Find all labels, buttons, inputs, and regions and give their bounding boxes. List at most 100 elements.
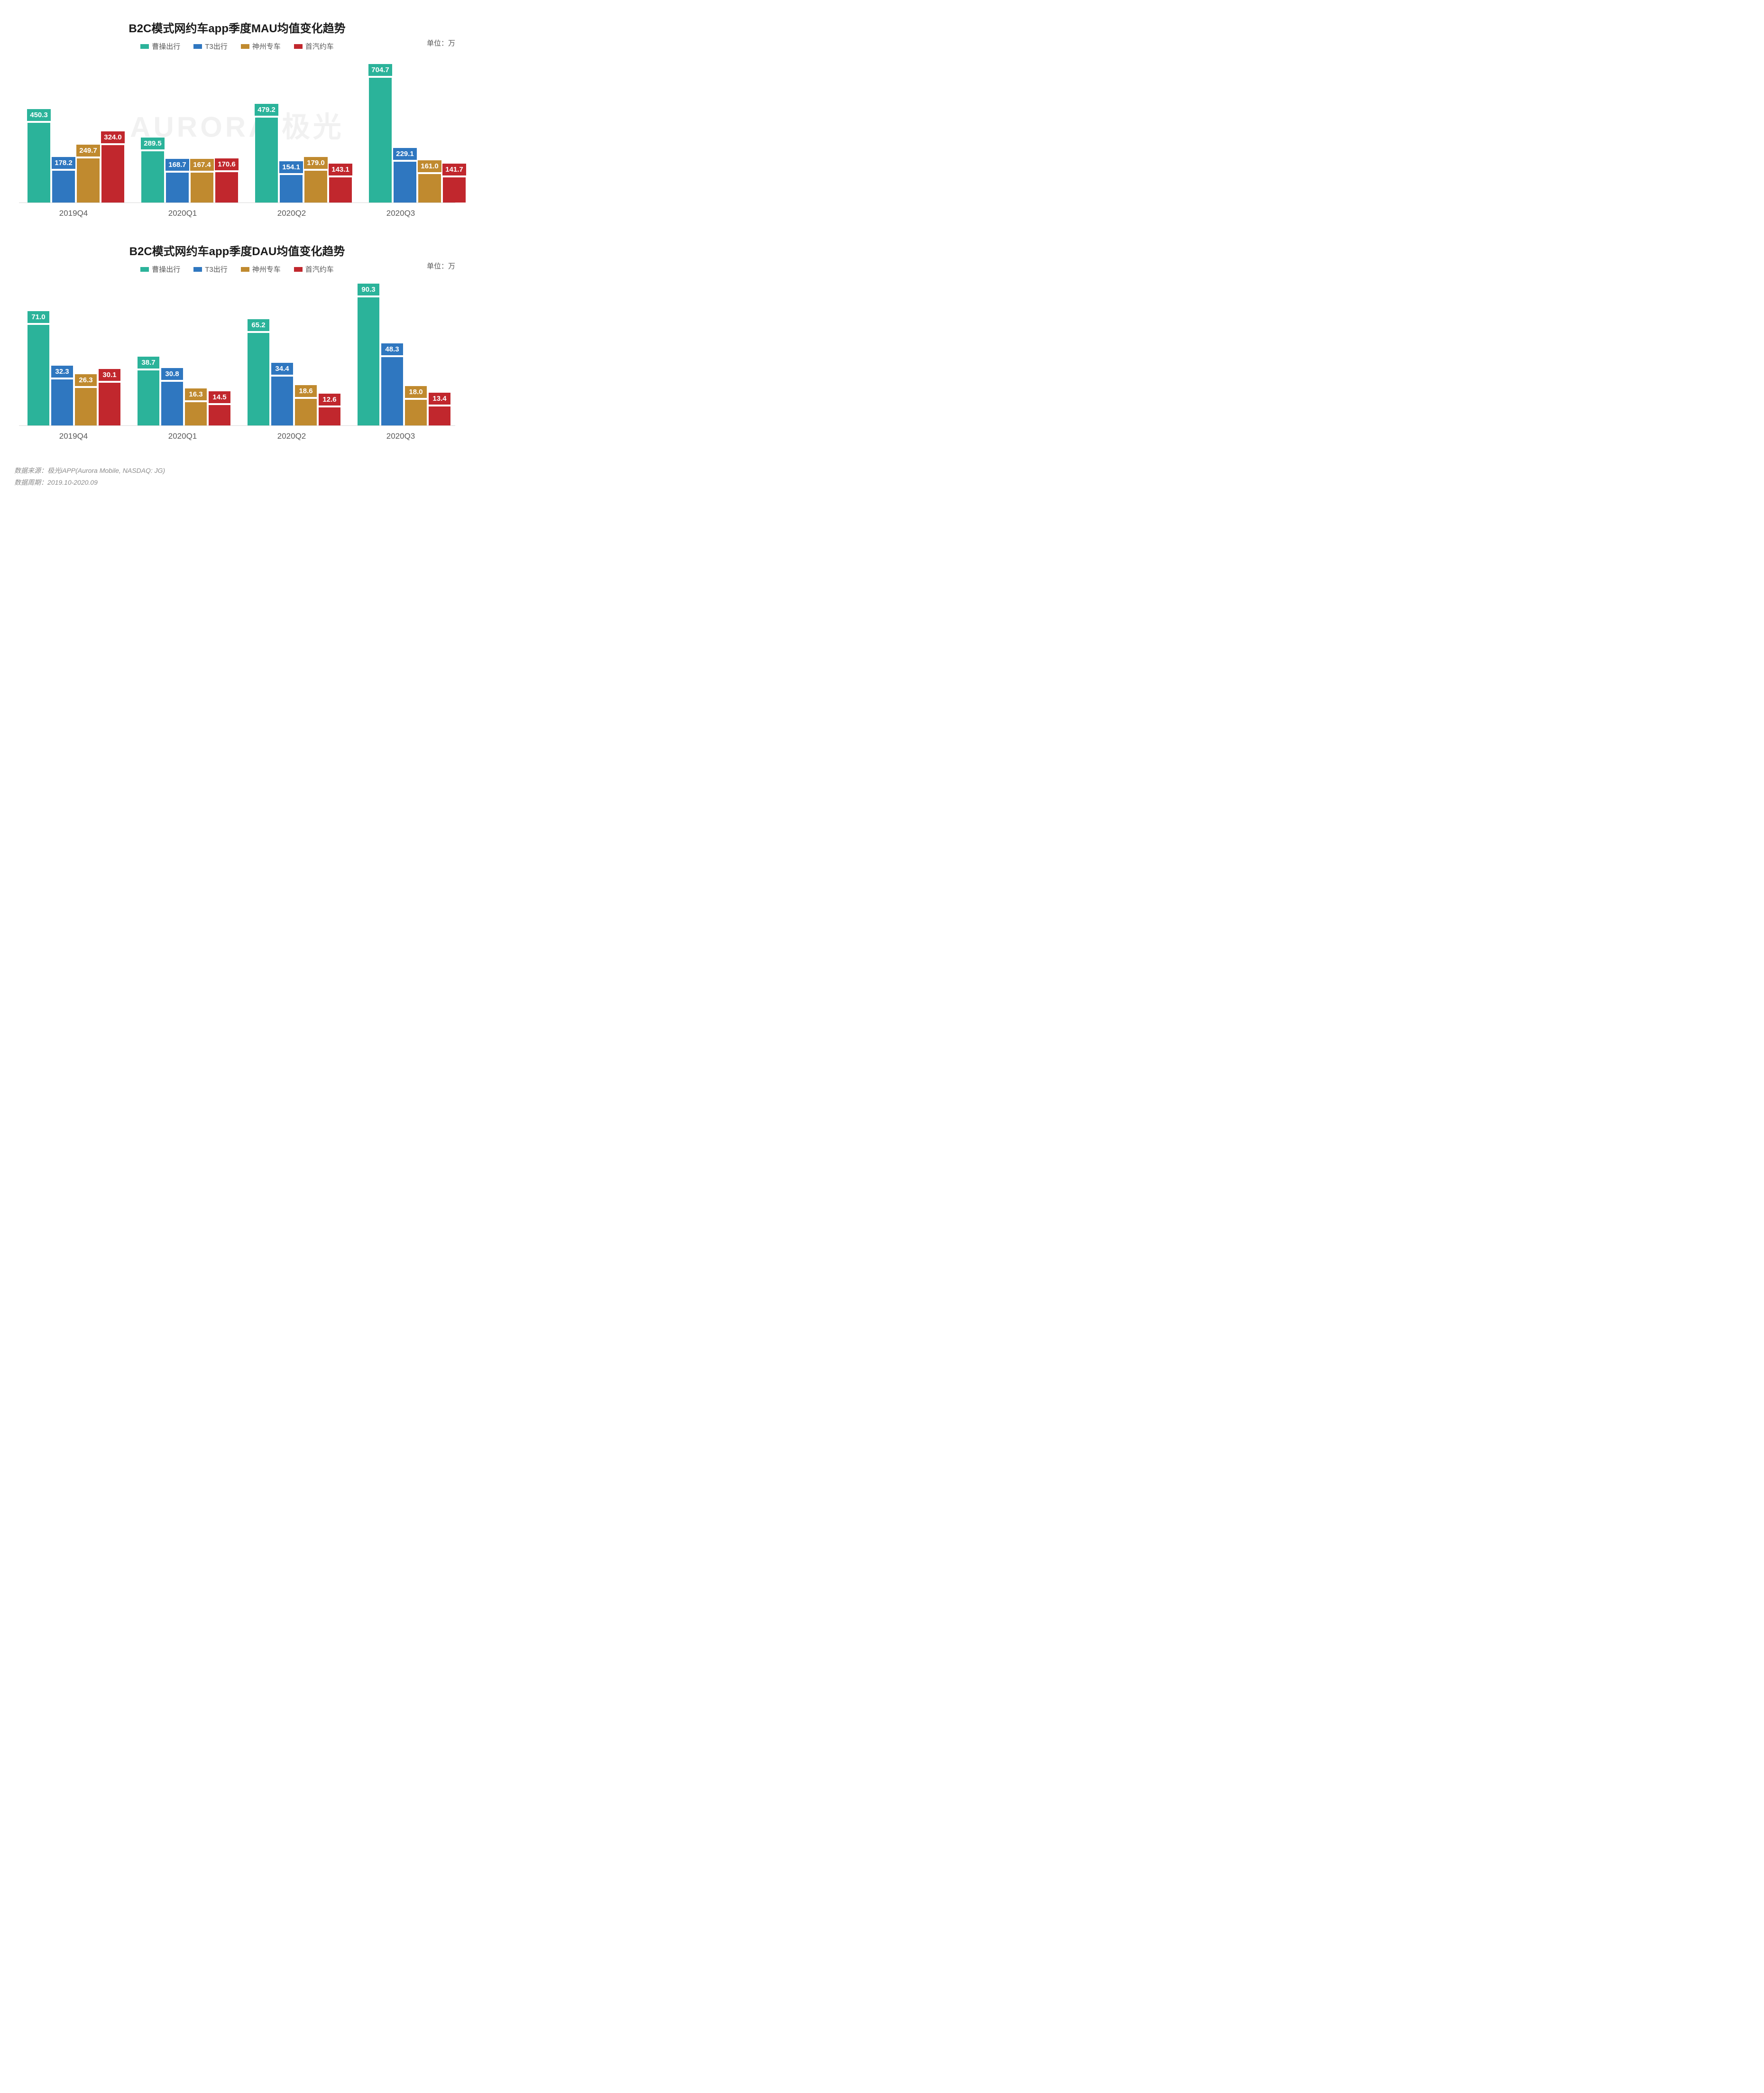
bar-group: 71.032.326.330.1 <box>19 284 129 425</box>
bar-value-label: 324.0 <box>101 131 125 143</box>
chart-mau: B2C模式网约车app季度MAU均值变化趋势单位：万 曹操出行 T3出行 神州专车 首汽… <box>14 19 460 218</box>
x-tick: 2019Q4 <box>19 209 128 218</box>
bar-rect <box>191 173 213 203</box>
bar-value-label: 704.7 <box>368 64 392 76</box>
bar-value-label: 178.2 <box>52 157 75 169</box>
legend-swatch <box>294 267 303 272</box>
bar-rect <box>418 174 441 203</box>
legend-swatch <box>140 44 149 49</box>
bar-value-label: 30.8 <box>161 368 183 380</box>
bar-group: 479.2154.1179.0143.1 <box>247 61 360 203</box>
bar-shenzhou: 161.0 <box>418 61 441 203</box>
legend-item-shouqi: 首汽约车 <box>294 41 334 51</box>
bar-value-label: 479.2 <box>255 104 278 116</box>
bar-rect <box>51 379 73 425</box>
bar-value-label: 65.2 <box>248 319 269 331</box>
bar-value-label: 141.7 <box>442 164 466 175</box>
x-axis: 2019Q42020Q12020Q22020Q3 <box>19 432 455 441</box>
bar-value-label: 13.4 <box>429 393 450 405</box>
bar-t3: 168.7 <box>166 61 189 203</box>
bar-value-label: 168.7 <box>165 159 189 171</box>
bar-rect <box>429 406 450 425</box>
bar-value-label: 90.3 <box>358 284 379 295</box>
bar-rect <box>52 171 75 203</box>
bar-shenzhou: 167.4 <box>191 61 213 203</box>
bar-rect <box>161 382 183 425</box>
legend-item-shenzhou: 神州专车 <box>241 264 281 274</box>
bar-value-label: 143.1 <box>329 164 352 175</box>
bar-rect <box>209 405 230 425</box>
bar-rect <box>394 162 416 203</box>
bar-t3: 34.4 <box>271 284 293 425</box>
period-label: 数据周期： <box>14 479 47 486</box>
x-tick: 2020Q1 <box>128 432 237 441</box>
bar-shouqi: 13.4 <box>429 284 450 425</box>
bar-t3: 154.1 <box>280 61 303 203</box>
x-axis: 2019Q42020Q12020Q22020Q3 <box>19 209 455 218</box>
bar-rect <box>381 357 403 425</box>
bar-shenzhou: 26.3 <box>75 284 97 425</box>
bar-rect <box>255 118 278 203</box>
bar-shouqi: 14.5 <box>209 284 230 425</box>
x-tick: 2020Q2 <box>237 209 346 218</box>
bar-shouqi: 12.6 <box>319 284 340 425</box>
bar-t3: 30.8 <box>161 284 183 425</box>
bar-rect <box>319 407 340 425</box>
legend: 曹操出行T3出行神州专车首汽约车 <box>14 264 460 274</box>
bar-value-label: 16.3 <box>185 388 207 400</box>
bar-value-label: 18.6 <box>295 385 317 397</box>
legend-label: 首汽约车 <box>305 264 334 274</box>
bar-value-label: 48.3 <box>381 343 403 355</box>
bar-shouqi: 143.1 <box>329 61 352 203</box>
bar-rect <box>271 377 293 425</box>
bar-rect <box>248 333 269 425</box>
bar-value-label: 32.3 <box>51 366 73 378</box>
legend-label: 首汽约车 <box>305 41 334 51</box>
bar-caocao: 90.3 <box>358 284 379 425</box>
x-tick: 2019Q4 <box>19 432 128 441</box>
bar-value-label: 30.1 <box>99 369 120 381</box>
bar-rect <box>166 173 189 203</box>
legend-item-shouqi: 首汽约车 <box>294 264 334 274</box>
bar-rect <box>77 158 100 203</box>
x-tick: 2020Q2 <box>237 432 346 441</box>
chart-title: B2C模式网约车app季度DAU均值变化趋势 <box>14 242 460 258</box>
chart-title: B2C模式网约车app季度MAU均值变化趋势 <box>14 19 460 36</box>
bar-rect <box>185 402 207 425</box>
bar-rect <box>369 78 392 203</box>
bar-value-label: 249.7 <box>76 145 100 157</box>
bar-value-label: 38.7 <box>138 357 159 369</box>
bar-group: 90.3 48.3 18.013.4 <box>349 284 459 425</box>
bar-value-label: 229.1 <box>393 148 417 160</box>
bar-shenzhou: 249.7 <box>77 61 100 203</box>
data-period-line: 数据周期：2019.10-2020.09 <box>14 477 460 489</box>
bar-caocao: 450.3 <box>28 61 50 203</box>
bar-rect <box>405 400 427 425</box>
bar-t3: 229.1 <box>394 61 416 203</box>
period-value: 2019.10-2020.09 <box>47 479 98 486</box>
bar-t3: 48.3 <box>381 284 403 425</box>
legend-swatch <box>193 44 202 49</box>
legend-label: T3出行 <box>205 41 228 51</box>
bar-shouqi: 170.6 <box>215 61 238 203</box>
legend: 曹操出行 T3出行 神州专车 首汽约车 <box>14 41 460 51</box>
bar-caocao: 289.5 <box>141 61 164 203</box>
bar-group: 450.3178.2249.7324.0 <box>19 61 133 203</box>
source-value: 极光iAPP(Aurora Mobile, NASDAQ: JG) <box>47 467 165 474</box>
bar-group: 38.730.816.314.5 <box>129 284 239 425</box>
bar-value-label: 289.5 <box>141 138 165 149</box>
bar-value-label: 12.6 <box>319 394 340 406</box>
legend-item-t3: T3出行 <box>193 264 228 274</box>
legend-item-caocao: 曹操出行 <box>140 41 180 51</box>
legend-swatch <box>294 44 303 49</box>
bar-groups: 71.032.326.330.138.730.816.314.565.234.4… <box>19 284 455 425</box>
bar-value-label: 18.0 <box>405 386 427 398</box>
bar-value-label: 26.3 <box>75 374 97 386</box>
legend-swatch <box>241 267 249 272</box>
bar-group: 704.7 229.1161.0141.7 <box>360 61 474 203</box>
bar-value-label: 170.6 <box>215 158 239 170</box>
bar-value-label: 161.0 <box>418 160 441 172</box>
legend-label: 神州专车 <box>252 41 281 51</box>
unit-label: 单位：万 <box>427 38 455 48</box>
x-tick: 2020Q3 <box>346 209 455 218</box>
